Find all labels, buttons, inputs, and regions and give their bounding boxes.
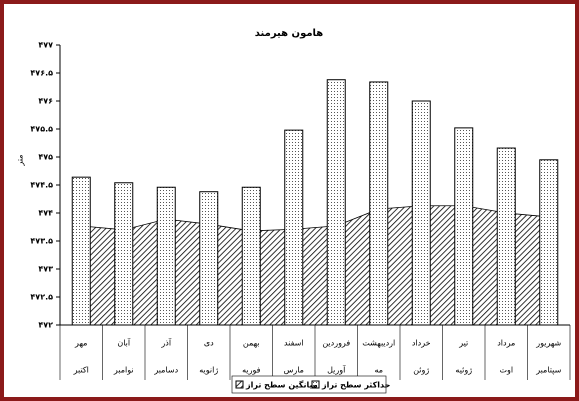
legend-swatch [311, 380, 320, 389]
x-tick-label-secondary: ژوئن [413, 366, 429, 375]
x-tick-label: مهر [74, 339, 87, 348]
bar [199, 191, 219, 326]
bar [454, 127, 474, 326]
y-tick-label: ۴۷۲.۵ [30, 293, 53, 302]
bar [411, 100, 431, 326]
x-tick-label-secondary: ژانویه [199, 366, 218, 375]
bar [114, 182, 134, 326]
chart-title: هامون هیرمند [255, 28, 324, 39]
x-tick-label: دی [204, 339, 214, 348]
x-tick-label: تیر [458, 339, 468, 348]
x-tick-label: شهریور [535, 339, 561, 348]
y-tick-label: ۴۷۷ [38, 41, 53, 50]
x-tick-label-secondary: فوریه [242, 366, 261, 375]
legend-label: حداکثر سطح تراز [321, 381, 391, 390]
legend-box [231, 375, 387, 394]
y-tick-label: ۴۷۳ [38, 265, 53, 274]
x-tick-label-secondary: مه [374, 366, 383, 375]
y-tick-label: ۴۷۵.۵ [30, 125, 53, 134]
bar [241, 186, 261, 326]
x-tick-label-secondary: نوامبر [113, 366, 134, 375]
x-tick-label-secondary: اکتبر [73, 366, 89, 375]
x-tick-label: اسفند [284, 339, 304, 348]
y-tick-label: ۴۷۵ [38, 153, 53, 162]
bar [71, 176, 91, 326]
bar [539, 159, 559, 326]
x-tick-label-secondary: اوت [499, 366, 513, 375]
bar [156, 186, 176, 326]
y-tick-label: ۴۷۶ [38, 97, 53, 106]
y-tick-label: ۴۷۳.۵ [30, 237, 53, 246]
bar [326, 79, 346, 326]
x-tick-label: آذر [160, 338, 171, 348]
bar [496, 147, 516, 326]
bar [284, 129, 304, 326]
legend-swatch [235, 380, 244, 389]
x-tick-label: خرداد [412, 339, 431, 348]
x-tick-label: اردیبهشت [362, 339, 395, 348]
x-tick-label-secondary: مارس [284, 366, 304, 375]
y-tick-label: ۴۷۴ [38, 209, 53, 218]
y-tick-label: ۴۷۶.۵ [30, 69, 53, 78]
x-tick-label: مرداد [497, 339, 515, 348]
x-tick-label: فروردین [322, 339, 350, 348]
x-tick-label-secondary: دسامبر [153, 366, 178, 375]
x-tick-label: بهمن [243, 339, 260, 348]
legend-label: میانگین سطح تراز [245, 380, 318, 390]
y-axis-label: متر [16, 154, 25, 166]
bar [369, 81, 389, 326]
y-tick-label: ۴۷۲ [38, 321, 53, 330]
x-tick-label-secondary: سپتامبر [535, 366, 561, 375]
x-tick-label-secondary: آوریل [327, 365, 346, 375]
y-tick-label: ۴۷۴.۵ [30, 181, 53, 190]
x-tick-label: آبان [117, 338, 131, 348]
x-tick-label-secondary: ژوئیه [455, 366, 472, 375]
